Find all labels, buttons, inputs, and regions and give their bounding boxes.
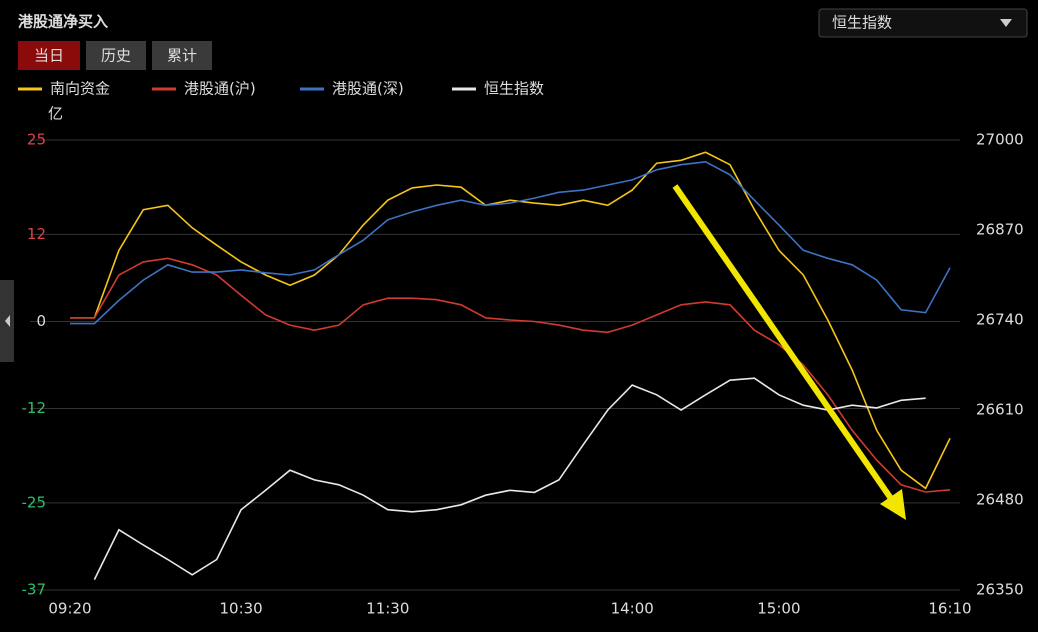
- tab-label[interactable]: 累计: [167, 47, 197, 65]
- y2-tick-label: 26740: [976, 311, 1024, 329]
- tab-today[interactable]: [18, 41, 80, 70]
- legend-label: 港股通(沪): [184, 80, 256, 98]
- arrow-shaft: [672, 184, 895, 502]
- x-tick-label: 16:10: [928, 600, 971, 618]
- annotation-arrow: [672, 184, 906, 520]
- y-tick-label: -37: [22, 581, 47, 599]
- y-tick-label: 0: [36, 312, 46, 330]
- series-line: [70, 160, 951, 325]
- y-axis-unit: 亿: [48, 105, 63, 123]
- y-tick-label: -12: [22, 399, 47, 417]
- y2-tick-label: 26350: [976, 581, 1024, 599]
- x-tick-label: 10:30: [219, 600, 262, 618]
- x-tick-label: 15:00: [757, 600, 800, 618]
- y2-tick-label: 27000: [976, 131, 1024, 149]
- series-line: [70, 151, 951, 490]
- x-tick-label: 09:20: [48, 600, 91, 618]
- legend-label: 南向资金: [50, 80, 110, 98]
- x-tick-label: 14:00: [611, 600, 654, 618]
- plot: 25 12 0 -12 -25 -37 27000 26870 26740 26610 26480 2…: [22, 131, 1024, 618]
- chart-title: 港股通净买入: [18, 13, 108, 31]
- series-line: [70, 257, 951, 493]
- y-tick-label: 25: [27, 131, 46, 149]
- dropdown-label[interactable]: 恒生指数: [832, 14, 892, 32]
- y2-tick-label: 26870: [976, 221, 1024, 239]
- dropdown-caret[interactable]: [1000, 19, 1012, 27]
- arrow-head: [880, 489, 906, 520]
- y-tick-label: 12: [27, 225, 46, 243]
- x-tick-label: 11:30: [366, 600, 409, 618]
- legend-label: 恒生指数: [484, 80, 544, 98]
- y2-tick-label: 26610: [976, 401, 1024, 419]
- dropdown[interactable]: [818, 8, 1028, 38]
- y-tick-label: -25: [22, 493, 47, 511]
- y2-tick-label: 26480: [976, 491, 1024, 509]
- tab-label[interactable]: 历史: [101, 47, 131, 65]
- legend-label: 港股通(深): [332, 80, 404, 98]
- series-line: [93, 377, 926, 580]
- tab-history[interactable]: [86, 41, 146, 70]
- tab-cumulative[interactable]: [152, 41, 212, 70]
- legend: 南向资金 港股通(沪) 港股通(深) 恒生指数: [18, 80, 544, 98]
- side-tab-arrow[interactable]: [5, 315, 10, 327]
- tab-label[interactable]: 当日: [34, 47, 64, 65]
